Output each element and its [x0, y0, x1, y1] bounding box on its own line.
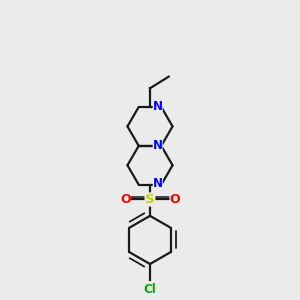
- Text: N: N: [153, 177, 163, 190]
- Text: S: S: [145, 193, 155, 206]
- Text: Cl: Cl: [144, 283, 156, 296]
- Text: O: O: [120, 193, 130, 206]
- Text: O: O: [169, 193, 180, 206]
- Text: N: N: [153, 100, 163, 113]
- Text: N: N: [153, 139, 163, 152]
